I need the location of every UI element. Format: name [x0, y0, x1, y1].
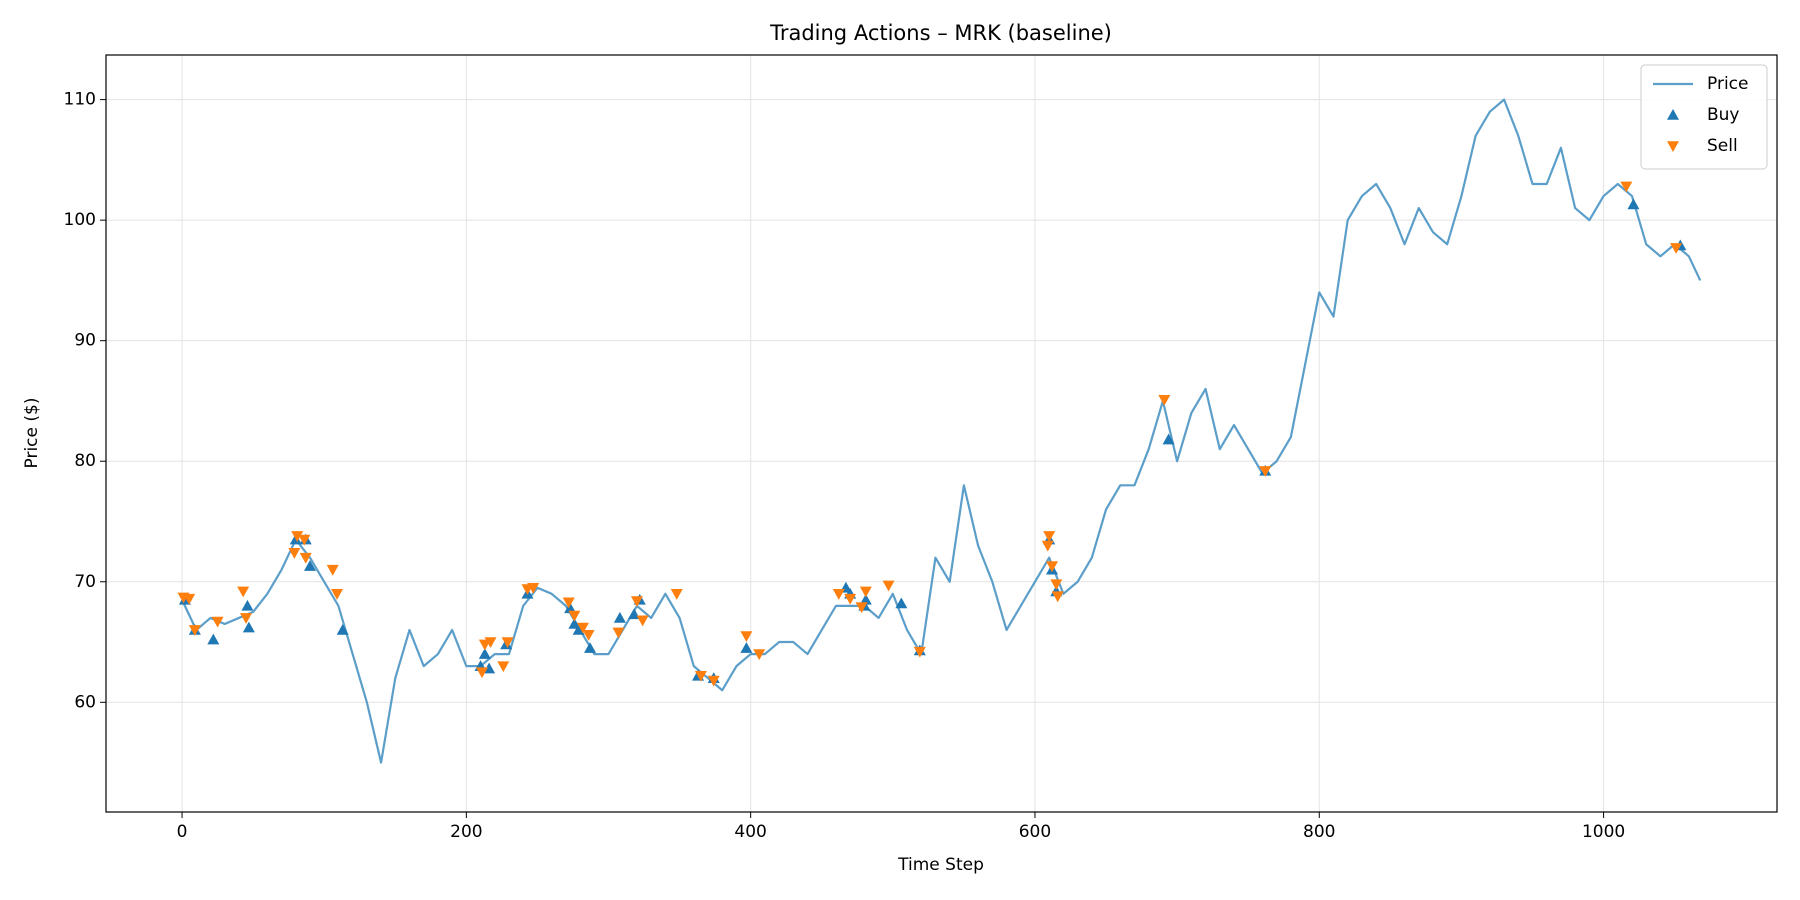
y-tick-label: 90	[74, 331, 96, 351]
sell-marker	[1050, 579, 1063, 591]
buy-marker	[336, 623, 349, 635]
legend-swatch	[1667, 141, 1679, 152]
sell-marker	[1051, 591, 1064, 603]
sell-marker	[484, 637, 497, 649]
x-tick-label: 400	[734, 822, 766, 842]
sell-marker	[183, 593, 196, 605]
x-tick-label: 0	[177, 822, 188, 842]
sell-marker	[475, 667, 488, 679]
y-tick-label: 70	[74, 572, 96, 592]
sell-marker	[855, 602, 868, 614]
sell-marker	[237, 586, 250, 598]
buy-marker	[303, 560, 316, 571]
sell-marker	[188, 625, 201, 636]
sell-marker	[753, 649, 766, 661]
buy-marker	[572, 623, 585, 635]
sell-marker	[299, 552, 312, 564]
x-tick-label: 800	[1303, 822, 1335, 842]
buy-marker	[584, 642, 597, 653]
buy-marker	[478, 648, 491, 659]
sell-marker	[288, 548, 301, 559]
sell-marker	[527, 582, 540, 594]
x-tick-label: 200	[450, 822, 482, 842]
chart-title: Trading Actions – MRK (baseline)	[769, 21, 1112, 45]
y-tick-label: 80	[74, 451, 96, 471]
sell-marker	[1620, 181, 1633, 193]
sell-marker	[582, 630, 595, 641]
sell-marker	[612, 627, 625, 639]
sell-marker	[1041, 540, 1054, 552]
buy-marker	[1627, 198, 1640, 210]
x-tick-label: 600	[1019, 822, 1051, 842]
sell-marker	[240, 613, 253, 624]
x-axis-label: Time Step	[897, 855, 984, 875]
y-tick-label: 110	[64, 90, 96, 110]
plot-frame	[105, 54, 1778, 813]
sell-marker	[298, 534, 311, 546]
sell-marker	[1046, 561, 1059, 573]
sell-marker	[832, 589, 845, 600]
buy-marker	[207, 633, 220, 645]
y-tick-label: 60	[74, 692, 96, 712]
buy-marker	[568, 617, 581, 629]
sell-marker	[497, 661, 510, 673]
sell-marker	[330, 589, 343, 600]
sell-marker	[630, 596, 643, 608]
price-line	[181, 98, 1702, 764]
sell-marker	[1259, 466, 1272, 477]
buy-marker	[241, 599, 254, 611]
sell-marker	[576, 622, 589, 634]
sell-marker	[1158, 394, 1171, 406]
sell-marker	[844, 593, 857, 605]
sell-marker	[1670, 243, 1683, 254]
buy-marker	[1162, 433, 1175, 445]
sell-marker	[707, 675, 720, 687]
legend-label: Price	[1707, 74, 1748, 94]
buy-marker	[895, 597, 908, 609]
x-tick-label: 1000	[1582, 822, 1625, 842]
sell-marker	[694, 670, 707, 682]
sell-marker	[859, 586, 872, 598]
sell-marker	[913, 646, 926, 658]
sell-marker	[740, 631, 753, 643]
buy-marker	[613, 611, 626, 623]
sell-marker	[636, 615, 649, 627]
buy-marker	[859, 593, 872, 605]
buy-marker	[564, 602, 577, 614]
sell-marker	[501, 637, 514, 649]
sell-marker	[568, 610, 581, 622]
legend-label: Buy	[1707, 105, 1740, 125]
y-axis-label: Price ($)	[22, 398, 42, 469]
buy-marker	[740, 642, 753, 653]
buy-marker	[628, 608, 641, 620]
legend-swatch	[1667, 109, 1679, 120]
legend-label: Sell	[1707, 136, 1738, 156]
sell-marker	[670, 589, 683, 600]
sell-marker	[882, 580, 895, 592]
sell-marker	[291, 531, 304, 542]
buy-marker	[242, 621, 255, 633]
sell-marker	[1043, 531, 1056, 542]
sell-marker	[211, 616, 224, 628]
sell-marker	[562, 597, 575, 609]
sell-marker	[326, 564, 339, 576]
y-tick-label: 100	[64, 210, 96, 230]
